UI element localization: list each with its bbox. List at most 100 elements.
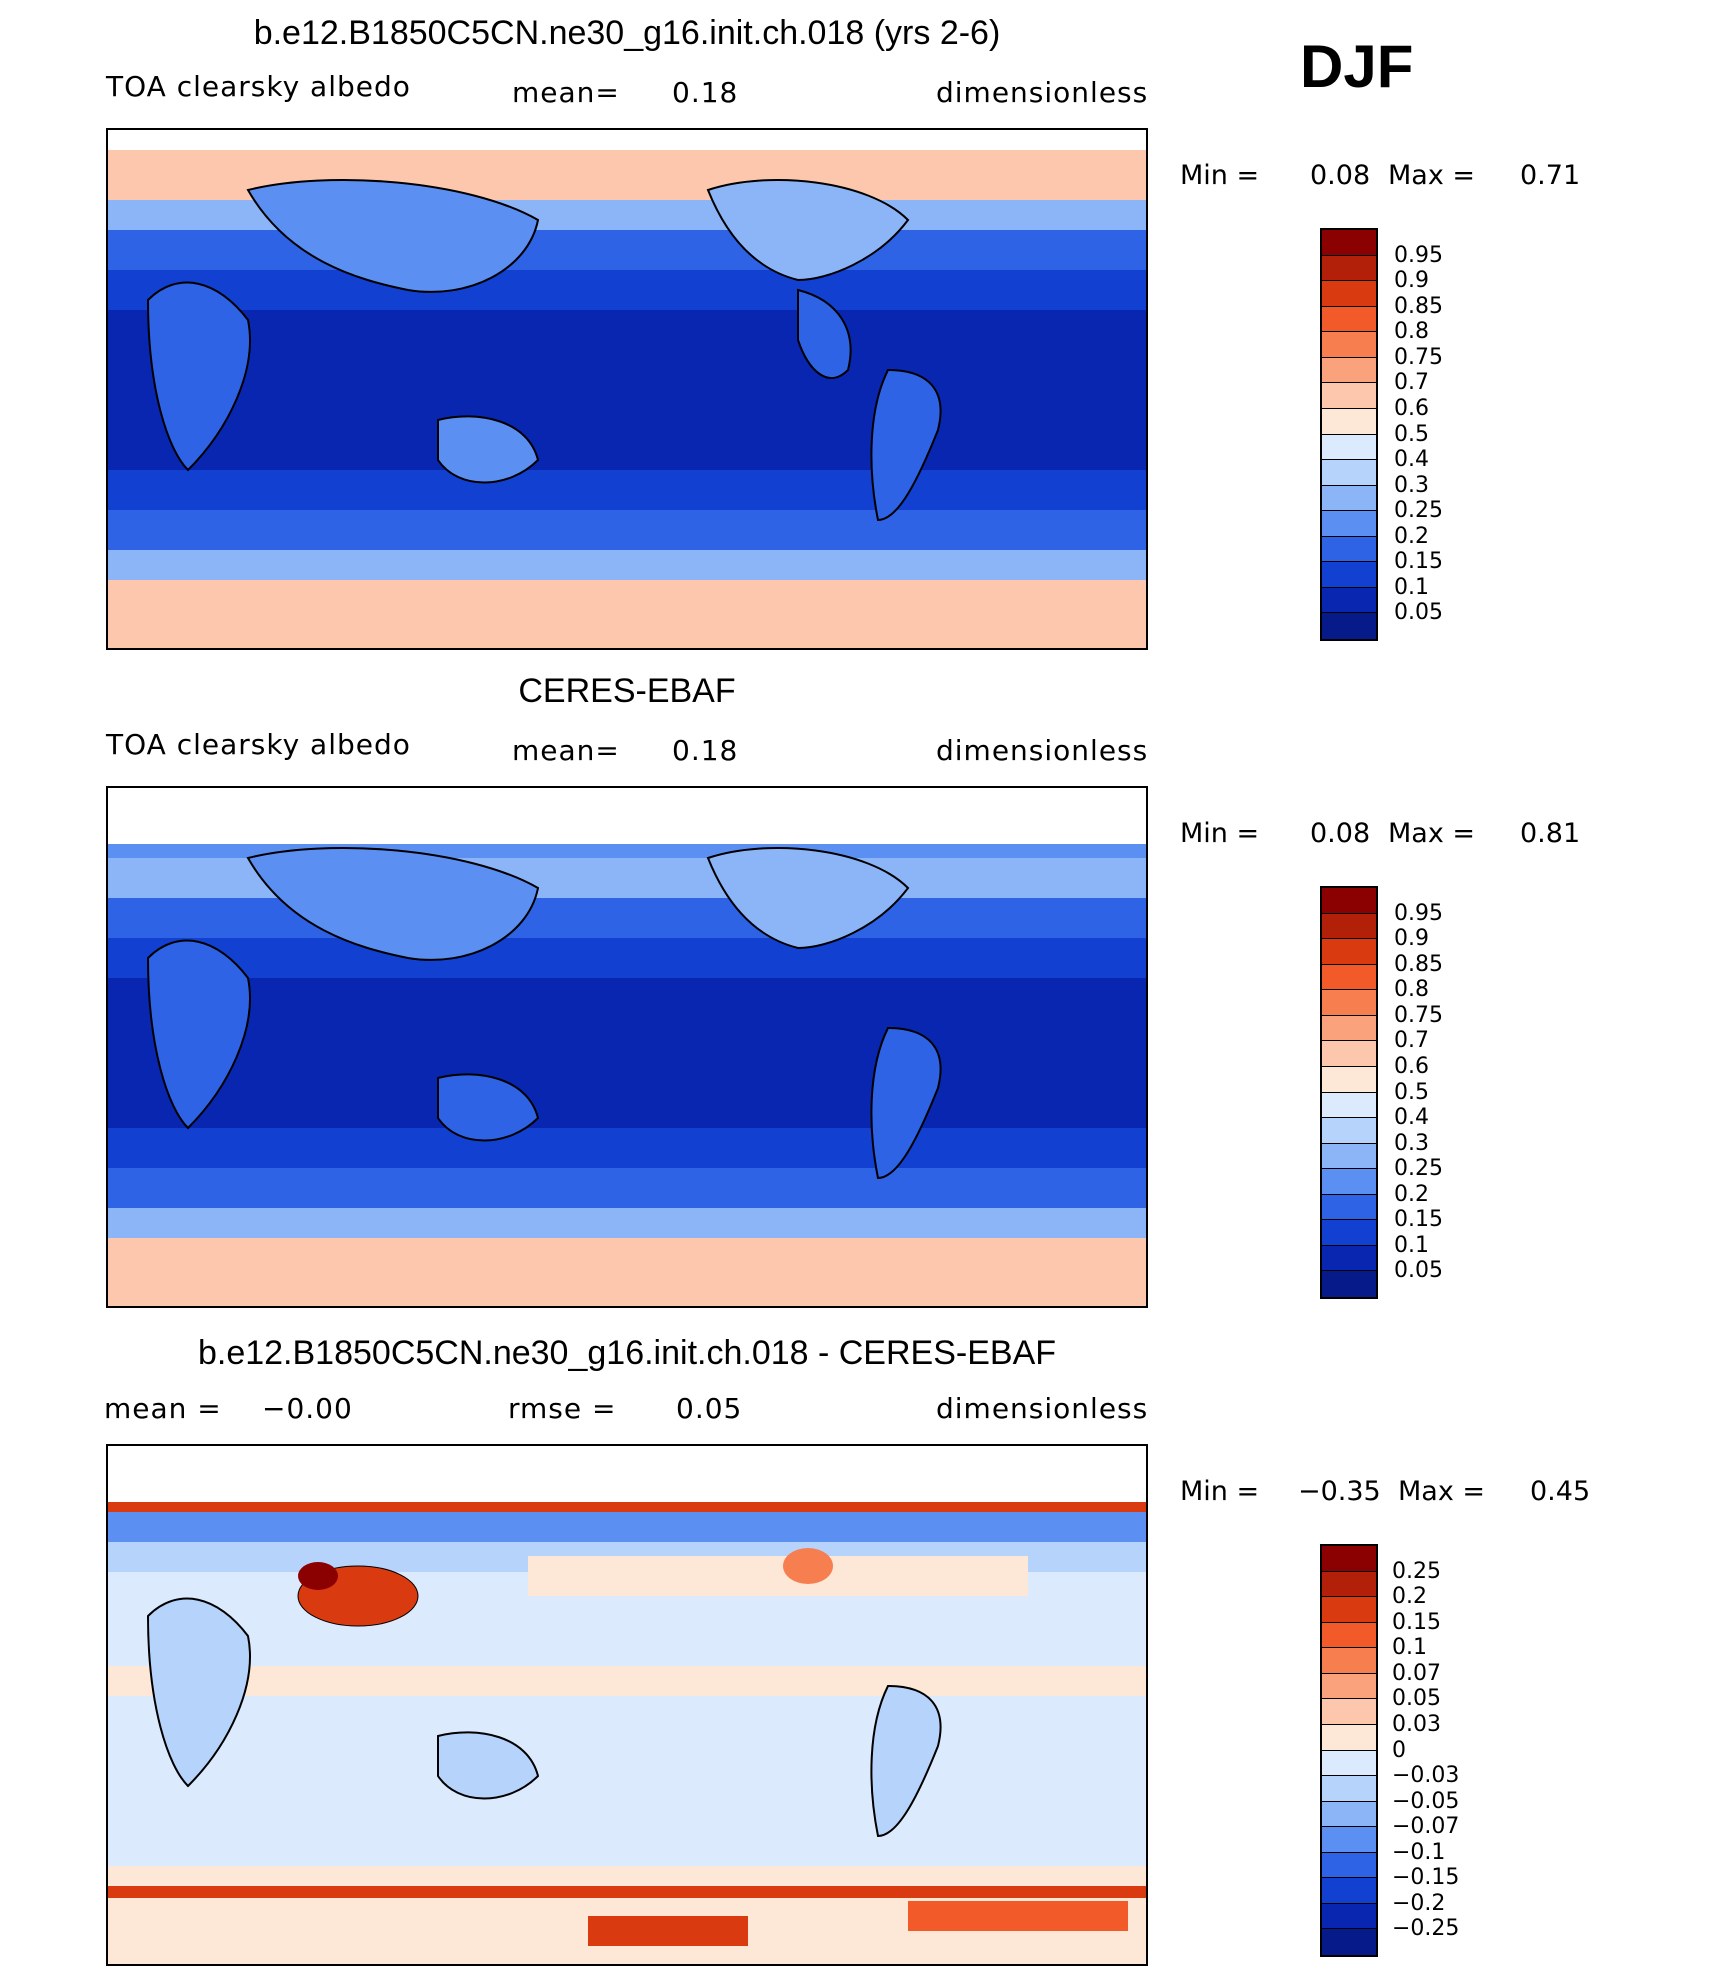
panel3-rmse-label: rmse = [508, 1392, 617, 1425]
colorbar-segment [1322, 1622, 1376, 1649]
panel1-max-label: Max = [1388, 160, 1476, 191]
colorbar-segment [1322, 408, 1376, 435]
colorbar-tick-label: 0.4 [1394, 1105, 1429, 1131]
colorbar-tick-label: 0.85 [1394, 293, 1443, 319]
colorbar-segment [1322, 1724, 1376, 1751]
panel2-map-field [108, 788, 1146, 1306]
panel3-map-field [108, 1446, 1146, 1964]
colorbar-segment [1322, 1929, 1376, 1955]
colorbar-segment [1322, 1750, 1376, 1777]
panel2-units: dimensionless [936, 734, 1149, 767]
panel3-mean-label: mean = [104, 1392, 222, 1425]
colorbar-segment [1322, 939, 1376, 965]
panel2-map [106, 786, 1148, 1308]
panel1-title: b.e12.B1850C5CN.ne30_g16.init.ch.018 (yr… [253, 14, 1001, 52]
colorbar-tick-label: 0.05 [1394, 600, 1443, 626]
colorbar-segment [1322, 1271, 1376, 1297]
colorbar-tick-label: 0.1 [1394, 574, 1429, 600]
colorbar-segment [1322, 964, 1376, 991]
panel2-mean-value: 0.18 [672, 734, 739, 767]
colorbar-tick-label: 0.07 [1392, 1660, 1441, 1686]
colorbar-segment [1322, 536, 1376, 563]
colorbar-tick-label: 0.75 [1394, 344, 1443, 370]
season-label: DJF [1300, 33, 1414, 100]
panel3-map [106, 1444, 1148, 1966]
colorbar-segment [1322, 1648, 1376, 1674]
colorbar-tick-label: 0.9 [1394, 268, 1429, 294]
panel3-title: b.e12.B1850C5CN.ne30_g16.init.ch.018 - C… [197, 1334, 1057, 1372]
colorbar-segment [1322, 460, 1376, 486]
colorbar-segment [1322, 1699, 1376, 1725]
panel1-min-label: Min = [1180, 160, 1260, 191]
colorbar-tick-label: 0.2 [1394, 1181, 1429, 1207]
colorbar-tick-label: −0.25 [1392, 1916, 1460, 1942]
colorbar-tick-label: −0.05 [1392, 1788, 1460, 1814]
colorbar-tick-label: 0.25 [1392, 1558, 1441, 1584]
colorbar-tick-label: 0.8 [1394, 977, 1429, 1003]
colorbar-tick-label: −0.03 [1392, 1763, 1460, 1789]
panel3-rmse-value: 0.05 [676, 1392, 743, 1425]
panel1-colorbar [1320, 228, 1378, 641]
colorbar-segment [1322, 562, 1376, 588]
panel1-map-field [108, 130, 1146, 648]
colorbar-tick-label: 0.2 [1392, 1584, 1427, 1610]
colorbar-tick-label: 0.15 [1392, 1609, 1441, 1635]
colorbar-tick-label: 0.95 [1394, 242, 1443, 268]
colorbar-segment [1322, 1571, 1376, 1598]
colorbar-tick-label: 0.25 [1394, 1156, 1443, 1182]
colorbar-segment [1322, 511, 1376, 537]
panel2-mean-label: mean= [512, 734, 620, 767]
colorbar-segment [1322, 1143, 1376, 1170]
colorbar-tick-label: 0.15 [1394, 1207, 1443, 1233]
colorbar-tick-label: 0.03 [1392, 1711, 1441, 1737]
colorbar-segment [1322, 1827, 1376, 1853]
colorbar-tick-label: 0.4 [1394, 447, 1429, 473]
colorbar-tick-label: 0.85 [1394, 951, 1443, 977]
colorbar-segment [1322, 357, 1376, 384]
panel1-variable: TOA clearsky albedo [106, 70, 411, 103]
colorbar-tick-label: 0.15 [1394, 549, 1443, 575]
colorbar-tick-label: 0.7 [1394, 370, 1429, 396]
panel2-title: CERES-EBAF [518, 672, 736, 710]
panel1-units: dimensionless [936, 76, 1149, 109]
colorbar-segment [1322, 1878, 1376, 1904]
colorbar-tick-label: 0 [1392, 1737, 1406, 1763]
panel2-max-label: Max = [1388, 818, 1476, 849]
panel3-colorbar [1320, 1544, 1378, 1957]
colorbar-segment [1322, 306, 1376, 333]
panel2-colorbar [1320, 886, 1378, 1299]
panel3-min-label: Min = [1180, 1476, 1260, 1507]
colorbar-segment [1322, 281, 1376, 307]
colorbar-segment [1322, 434, 1376, 461]
colorbar-tick-label: −0.1 [1392, 1839, 1446, 1865]
colorbar-tick-label: 0.3 [1394, 472, 1429, 498]
panel3-mean-value: −0.00 [262, 1392, 353, 1425]
colorbar-segment [1322, 888, 1376, 914]
colorbar-segment [1322, 1015, 1376, 1042]
colorbar-tick-label: 0.1 [1394, 1232, 1429, 1258]
colorbar-tick-label: −0.15 [1392, 1865, 1460, 1891]
colorbar-tick-label: 0.5 [1394, 421, 1429, 447]
colorbar-tick-label: 0.6 [1394, 1053, 1429, 1079]
colorbar-segment [1322, 990, 1376, 1016]
colorbar-segment [1322, 1903, 1376, 1930]
colorbar-segment [1322, 613, 1376, 639]
colorbar-segment [1322, 485, 1376, 512]
panel2-min-value: 0.08 [1310, 818, 1371, 849]
colorbar-segment [1322, 1194, 1376, 1221]
colorbar-segment [1322, 1801, 1376, 1828]
colorbar-segment [1322, 1169, 1376, 1195]
colorbar-tick-label: 0.2 [1394, 523, 1429, 549]
colorbar-segment [1322, 1041, 1376, 1067]
colorbar-segment [1322, 383, 1376, 409]
colorbar-tick-label: 0.5 [1394, 1079, 1429, 1105]
colorbar-segment [1322, 1066, 1376, 1093]
colorbar-tick-label: −0.2 [1392, 1890, 1446, 1916]
panel3-max-label: Max = [1398, 1476, 1486, 1507]
colorbar-tick-label: 0.6 [1394, 395, 1429, 421]
panel3-min-value: −0.35 [1298, 1476, 1381, 1507]
panel1-mean-label: mean= [512, 76, 620, 109]
colorbar-segment [1322, 1245, 1376, 1272]
colorbar-tick-label: 0.9 [1394, 926, 1429, 952]
colorbar-segment [1322, 587, 1376, 614]
